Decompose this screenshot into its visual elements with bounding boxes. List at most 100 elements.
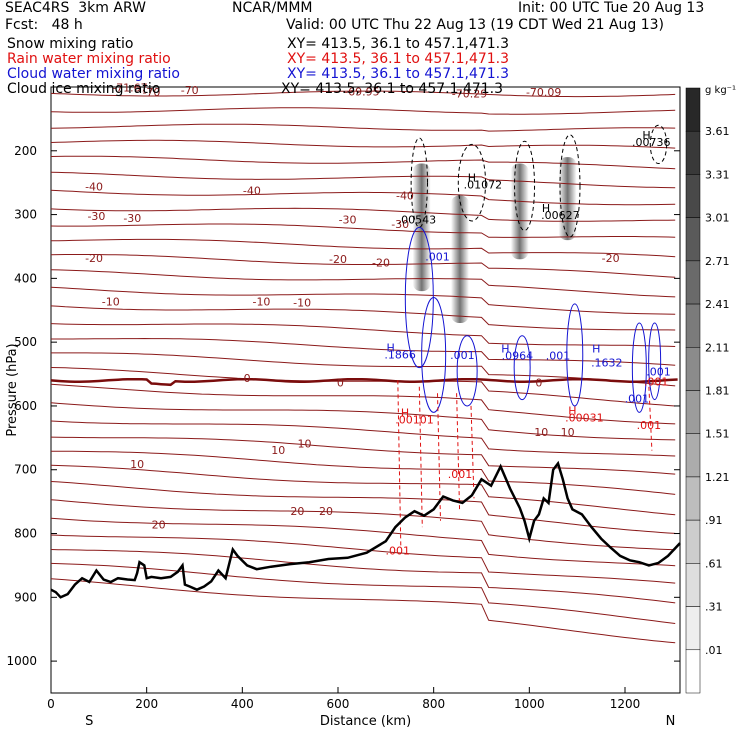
snow-shading-plume-1: [412, 163, 431, 292]
cloud-ice-contour-3: [559, 134, 581, 238]
isotherm-label-2: -70: [142, 86, 160, 99]
field-label-16: .1632: [591, 357, 623, 370]
isotherm-label-22: 0: [337, 376, 344, 389]
y-tick-label-800: 800: [14, 527, 37, 541]
colorbar-label-2: .31: [705, 601, 723, 614]
isotherm-1: [50, 90, 676, 98]
isotherm-12: [50, 269, 676, 298]
isotherm-label-19: -10: [252, 295, 270, 308]
field-label-14: .001: [546, 350, 571, 363]
colorbar-swatch-5: [685, 260, 701, 305]
colorbar-label-4: .91: [705, 514, 723, 527]
isotherm-5: [50, 155, 676, 170]
isotherm-28: [50, 534, 676, 584]
isotherm-label-4: -69.95: [344, 85, 379, 98]
colorbar-label-3: .61: [705, 557, 723, 570]
isotherm-label-29: 20: [152, 519, 166, 532]
colorbar-swatch-14: [685, 649, 701, 694]
colorbar-swatch-6: [685, 303, 701, 348]
isotherm-label-21: 0: [244, 372, 251, 385]
y-tick-label-900: 900: [14, 590, 37, 604]
isotherm-17: [51, 352, 676, 387]
isotherm-label-5: -70.29: [452, 87, 487, 100]
field-label-23: .001: [644, 376, 669, 389]
field-label-15: H: [592, 343, 600, 356]
isotherm-label-23: 0: [535, 376, 542, 389]
colorbar-label-5: 1.21: [705, 471, 730, 484]
rain-water-contour-5: [470, 405, 475, 499]
field-label-24: .001: [637, 419, 662, 432]
snow-shading-plume-3: [510, 163, 529, 260]
isotherm-27: [50, 517, 676, 567]
x-tick-label-800: 800: [422, 697, 445, 711]
rain-water-contour-4: [456, 393, 461, 512]
colorbar-label-10: 2.71: [705, 255, 730, 268]
y-tick-label-300: 300: [14, 208, 37, 222]
field-label-13: .0964: [502, 350, 534, 363]
isotherm-label-16: -20: [372, 256, 390, 269]
isotherm-23: [50, 450, 676, 495]
isotherm-30: [50, 562, 676, 624]
isotherm-label-12: -30: [339, 214, 357, 227]
cloud-water-contour-7: [648, 322, 662, 401]
field-label-18: .001: [625, 392, 650, 405]
field-label-4: .01072: [464, 179, 503, 192]
isotherm-label-9: -40: [396, 189, 414, 202]
model-title: SEAC4RS 3km ARW: [5, 0, 146, 16]
isotherm-label-27: 10: [130, 458, 144, 471]
north-end-label: N: [666, 714, 676, 729]
colorbar-swatch-4: [685, 217, 701, 262]
y-tick-label-700: 700: [14, 463, 37, 477]
y-tick-label-1000: 1000: [6, 654, 37, 668]
colorbar-label-11: 3.01: [705, 212, 730, 225]
legend-snow-xy: XY= 413.5, 36.1 to 457.1,471.3: [287, 36, 510, 52]
field-label-26: .001: [386, 545, 411, 558]
legend-cloud-water-xy: XY= 413.5, 36.1 to 457.1,471.3: [287, 66, 510, 82]
x-tick-label-200: 200: [135, 697, 158, 711]
south-end-label: S: [85, 714, 93, 729]
isotherm-6: [50, 171, 676, 189]
field-label-19: H: [401, 406, 409, 419]
isotherm-3: [50, 123, 676, 132]
field-label-8: .001: [425, 251, 450, 264]
snow-shading-plume-4: [558, 157, 577, 241]
isotherm-label-1: -71.67: [112, 82, 147, 95]
field-label-6: .00627: [541, 209, 580, 222]
isotherm-8: [50, 207, 676, 222]
rain-water-contour-6: [648, 386, 653, 451]
isotherm-18: [50, 367, 676, 407]
isotherm-label-13: -30: [391, 218, 409, 231]
field-label-2: .00736: [632, 136, 671, 149]
y-axis-label: Pressure (hPa): [5, 343, 20, 436]
colorbar-label-9: 2.41: [705, 298, 730, 311]
valid-time: Valid: 00 UTC Thu 22 Aug 13 (19 CDT Wed …: [286, 17, 665, 33]
isotherm-4: [50, 139, 676, 149]
field-label-21: H: [568, 404, 576, 417]
cloud-ice-contour-5: [410, 137, 428, 228]
cloud-ice-contour-4: [649, 124, 668, 165]
y-tick-label-200: 200: [14, 144, 37, 158]
isotherm-21: [50, 420, 676, 457]
isotherm-label-7: -40: [85, 181, 103, 194]
freezing-level-contour: [50, 377, 678, 387]
rain-water-contour-2: [418, 386, 423, 528]
colorbar-label-13: 3.61: [705, 125, 730, 138]
plot-frame: [50, 86, 681, 694]
isotherm-10: [50, 238, 676, 258]
cloud-water-contour-3: [456, 335, 478, 407]
isotherm-14: [50, 305, 676, 331]
isotherm-26: [50, 499, 676, 551]
isotherm-20: [50, 402, 676, 441]
isotherm-label-14: -20: [85, 252, 103, 265]
colorbar-swatch-8: [685, 390, 701, 434]
field-label-7: .00543: [398, 214, 437, 227]
field-label-22: .00031: [565, 411, 604, 424]
x-tick-label-0: 0: [47, 697, 55, 711]
snow-shading-plume-2: [450, 195, 469, 324]
cloud-ice-contour-2: [514, 140, 536, 232]
legend-rain-xy: XY= 413.5, 36.1 to 457.1,471.3: [287, 51, 510, 67]
cloud-ice-contour-1: [457, 143, 487, 222]
isotherm-2: [50, 107, 676, 115]
isotherm-15: [50, 323, 676, 347]
